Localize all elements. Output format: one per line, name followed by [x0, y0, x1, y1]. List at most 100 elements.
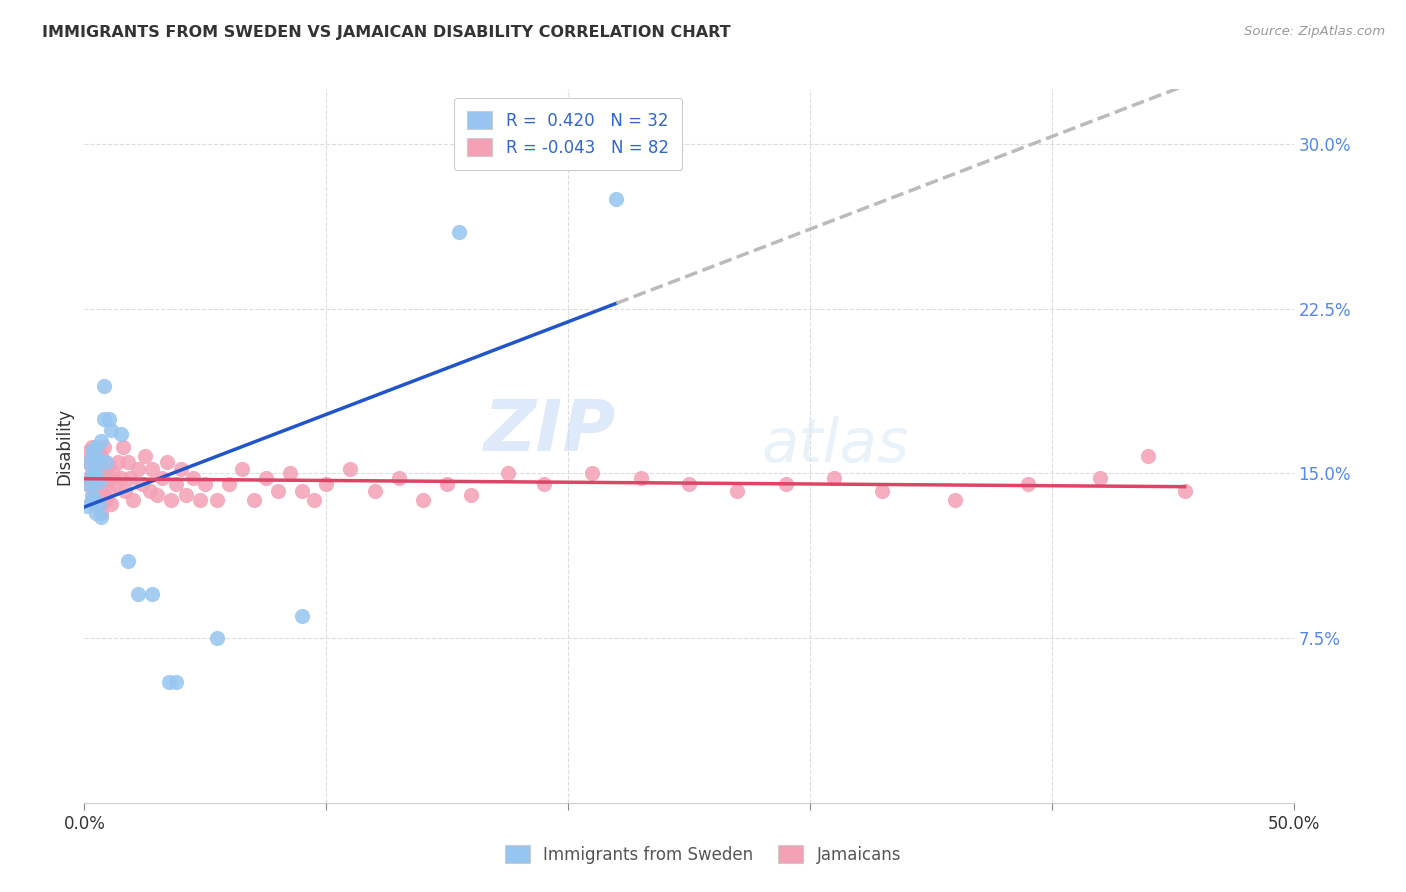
Point [87, 453, 110, 467]
Point [181, 471, 204, 485]
Point [86, 449, 108, 463]
Text: atlas: atlas [762, 417, 910, 475]
Point [131, 477, 153, 491]
Point [93, 411, 115, 425]
Point [80, 444, 103, 458]
Text: IMMIGRANTS FROM SWEDEN VS JAMAICAN DISABILITY CORRELATION CHART: IMMIGRANTS FROM SWEDEN VS JAMAICAN DISAB… [42, 25, 731, 40]
Point [77, 477, 100, 491]
Point [496, 467, 519, 481]
Y-axis label: Disability: Disability [55, 408, 73, 484]
Point [80, 467, 103, 481]
Point [157, 675, 180, 690]
Point [775, 477, 797, 491]
Point [146, 488, 169, 502]
Point [117, 455, 139, 469]
Point [823, 471, 845, 485]
Point [242, 492, 264, 507]
Point [87, 467, 110, 481]
Point [388, 471, 411, 485]
Legend: R =  0.420   N = 32, R = -0.043   N = 82: R = 0.420 N = 32, R = -0.043 N = 82 [454, 97, 682, 169]
Text: Source: ZipAtlas.com: Source: ZipAtlas.com [1244, 25, 1385, 38]
Point [86, 462, 108, 476]
Point [90, 477, 112, 491]
Point [412, 492, 434, 507]
Point [267, 483, 290, 498]
Point [76, 477, 98, 491]
Point [436, 477, 458, 491]
Point [1174, 483, 1197, 498]
Point [93, 378, 115, 392]
Point [77, 444, 100, 458]
Point [93, 462, 115, 476]
Point [90, 434, 112, 448]
Point [83, 483, 105, 498]
Point [141, 587, 163, 601]
Point [80, 492, 103, 507]
Point [678, 477, 700, 491]
Point [100, 471, 122, 485]
Point [170, 462, 193, 476]
Point [97, 483, 120, 498]
Point [86, 506, 108, 520]
Point [80, 467, 103, 481]
Point [1017, 477, 1039, 491]
Point [117, 554, 139, 568]
Point [121, 492, 143, 507]
Point [97, 411, 120, 425]
Point [120, 471, 142, 485]
Point [94, 455, 117, 469]
Point [127, 462, 149, 476]
Point [76, 500, 98, 514]
Point [90, 510, 112, 524]
Point [100, 423, 122, 437]
Point [872, 483, 894, 498]
Point [87, 488, 110, 502]
Point [100, 497, 122, 511]
Point [174, 488, 197, 502]
Point [943, 492, 966, 507]
Point [449, 225, 471, 239]
Point [581, 467, 603, 481]
Point [104, 477, 127, 491]
Point [83, 444, 105, 458]
Point [93, 440, 115, 454]
Point [207, 631, 229, 645]
Point [97, 458, 120, 472]
Point [1088, 471, 1111, 485]
Point [80, 440, 103, 454]
Point [725, 483, 748, 498]
Point [90, 506, 112, 520]
Point [165, 675, 187, 690]
Point [110, 471, 132, 485]
Point [278, 467, 301, 481]
Point [190, 492, 212, 507]
Point [86, 440, 108, 454]
Point [605, 192, 627, 206]
Legend: Immigrants from Sweden, Jamaicans: Immigrants from Sweden, Jamaicans [498, 838, 908, 871]
Point [315, 477, 337, 491]
Point [291, 483, 314, 498]
Point [77, 471, 100, 485]
Point [363, 483, 385, 498]
Point [630, 471, 652, 485]
Point [94, 471, 117, 485]
Point [194, 477, 217, 491]
Point [83, 492, 105, 507]
Point [77, 455, 100, 469]
Point [80, 488, 103, 502]
Point [107, 455, 129, 469]
Point [110, 426, 132, 441]
Point [141, 462, 163, 476]
Point [114, 483, 136, 498]
Point [76, 455, 98, 469]
Text: ZIP: ZIP [484, 397, 616, 467]
Point [94, 492, 117, 507]
Point [86, 497, 108, 511]
Point [87, 497, 110, 511]
Point [87, 475, 110, 490]
Point [83, 471, 105, 485]
Point [207, 492, 229, 507]
Point [103, 467, 125, 481]
Point [533, 477, 555, 491]
Point [83, 449, 105, 463]
